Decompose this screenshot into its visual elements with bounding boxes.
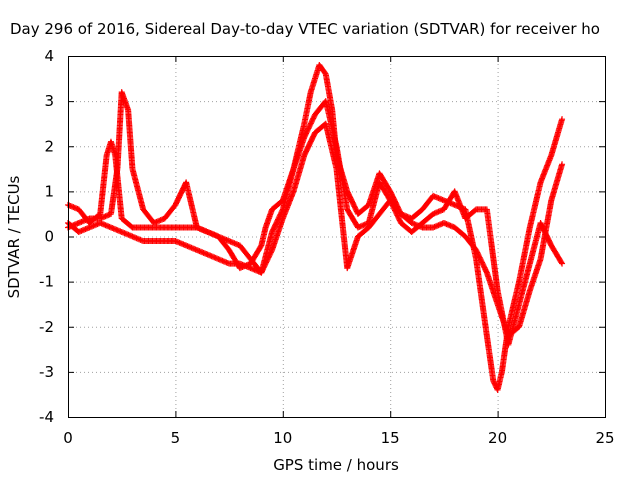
data-series [65, 120, 566, 339]
y-tick-label: 3 [44, 92, 54, 110]
chart-title: Day 296 of 2016, Sidereal Day-to-day VTE… [10, 20, 600, 38]
y-tick-label: -1 [39, 273, 54, 291]
y-tick-label: 2 [44, 137, 54, 155]
data-points [65, 62, 566, 393]
x-axis-label: GPS time / hours [273, 456, 399, 474]
gridlines [68, 56, 605, 417]
data-point [559, 116, 566, 123]
x-tick-label: 10 [273, 429, 292, 447]
x-tick-label: 0 [63, 429, 73, 447]
x-tick-label: 20 [488, 429, 507, 447]
y-tick-label: -4 [39, 408, 54, 426]
data-point [559, 161, 566, 168]
data-point [558, 259, 565, 266]
y-tick-label: 1 [44, 182, 54, 200]
x-tick-label: 25 [595, 429, 614, 447]
data-series [65, 89, 566, 348]
y-tick-label: 4 [44, 47, 54, 65]
x-tick-label: 5 [171, 429, 181, 447]
y-tick-label: 0 [44, 228, 54, 246]
x-tick-label: 15 [381, 429, 400, 447]
y-tick-label: -2 [39, 318, 54, 336]
data-point [559, 260, 566, 267]
y-tick-label: -3 [39, 363, 54, 381]
y-axis-label: SDTVAR / TECUs [5, 175, 23, 298]
plot-frame [68, 56, 606, 418]
